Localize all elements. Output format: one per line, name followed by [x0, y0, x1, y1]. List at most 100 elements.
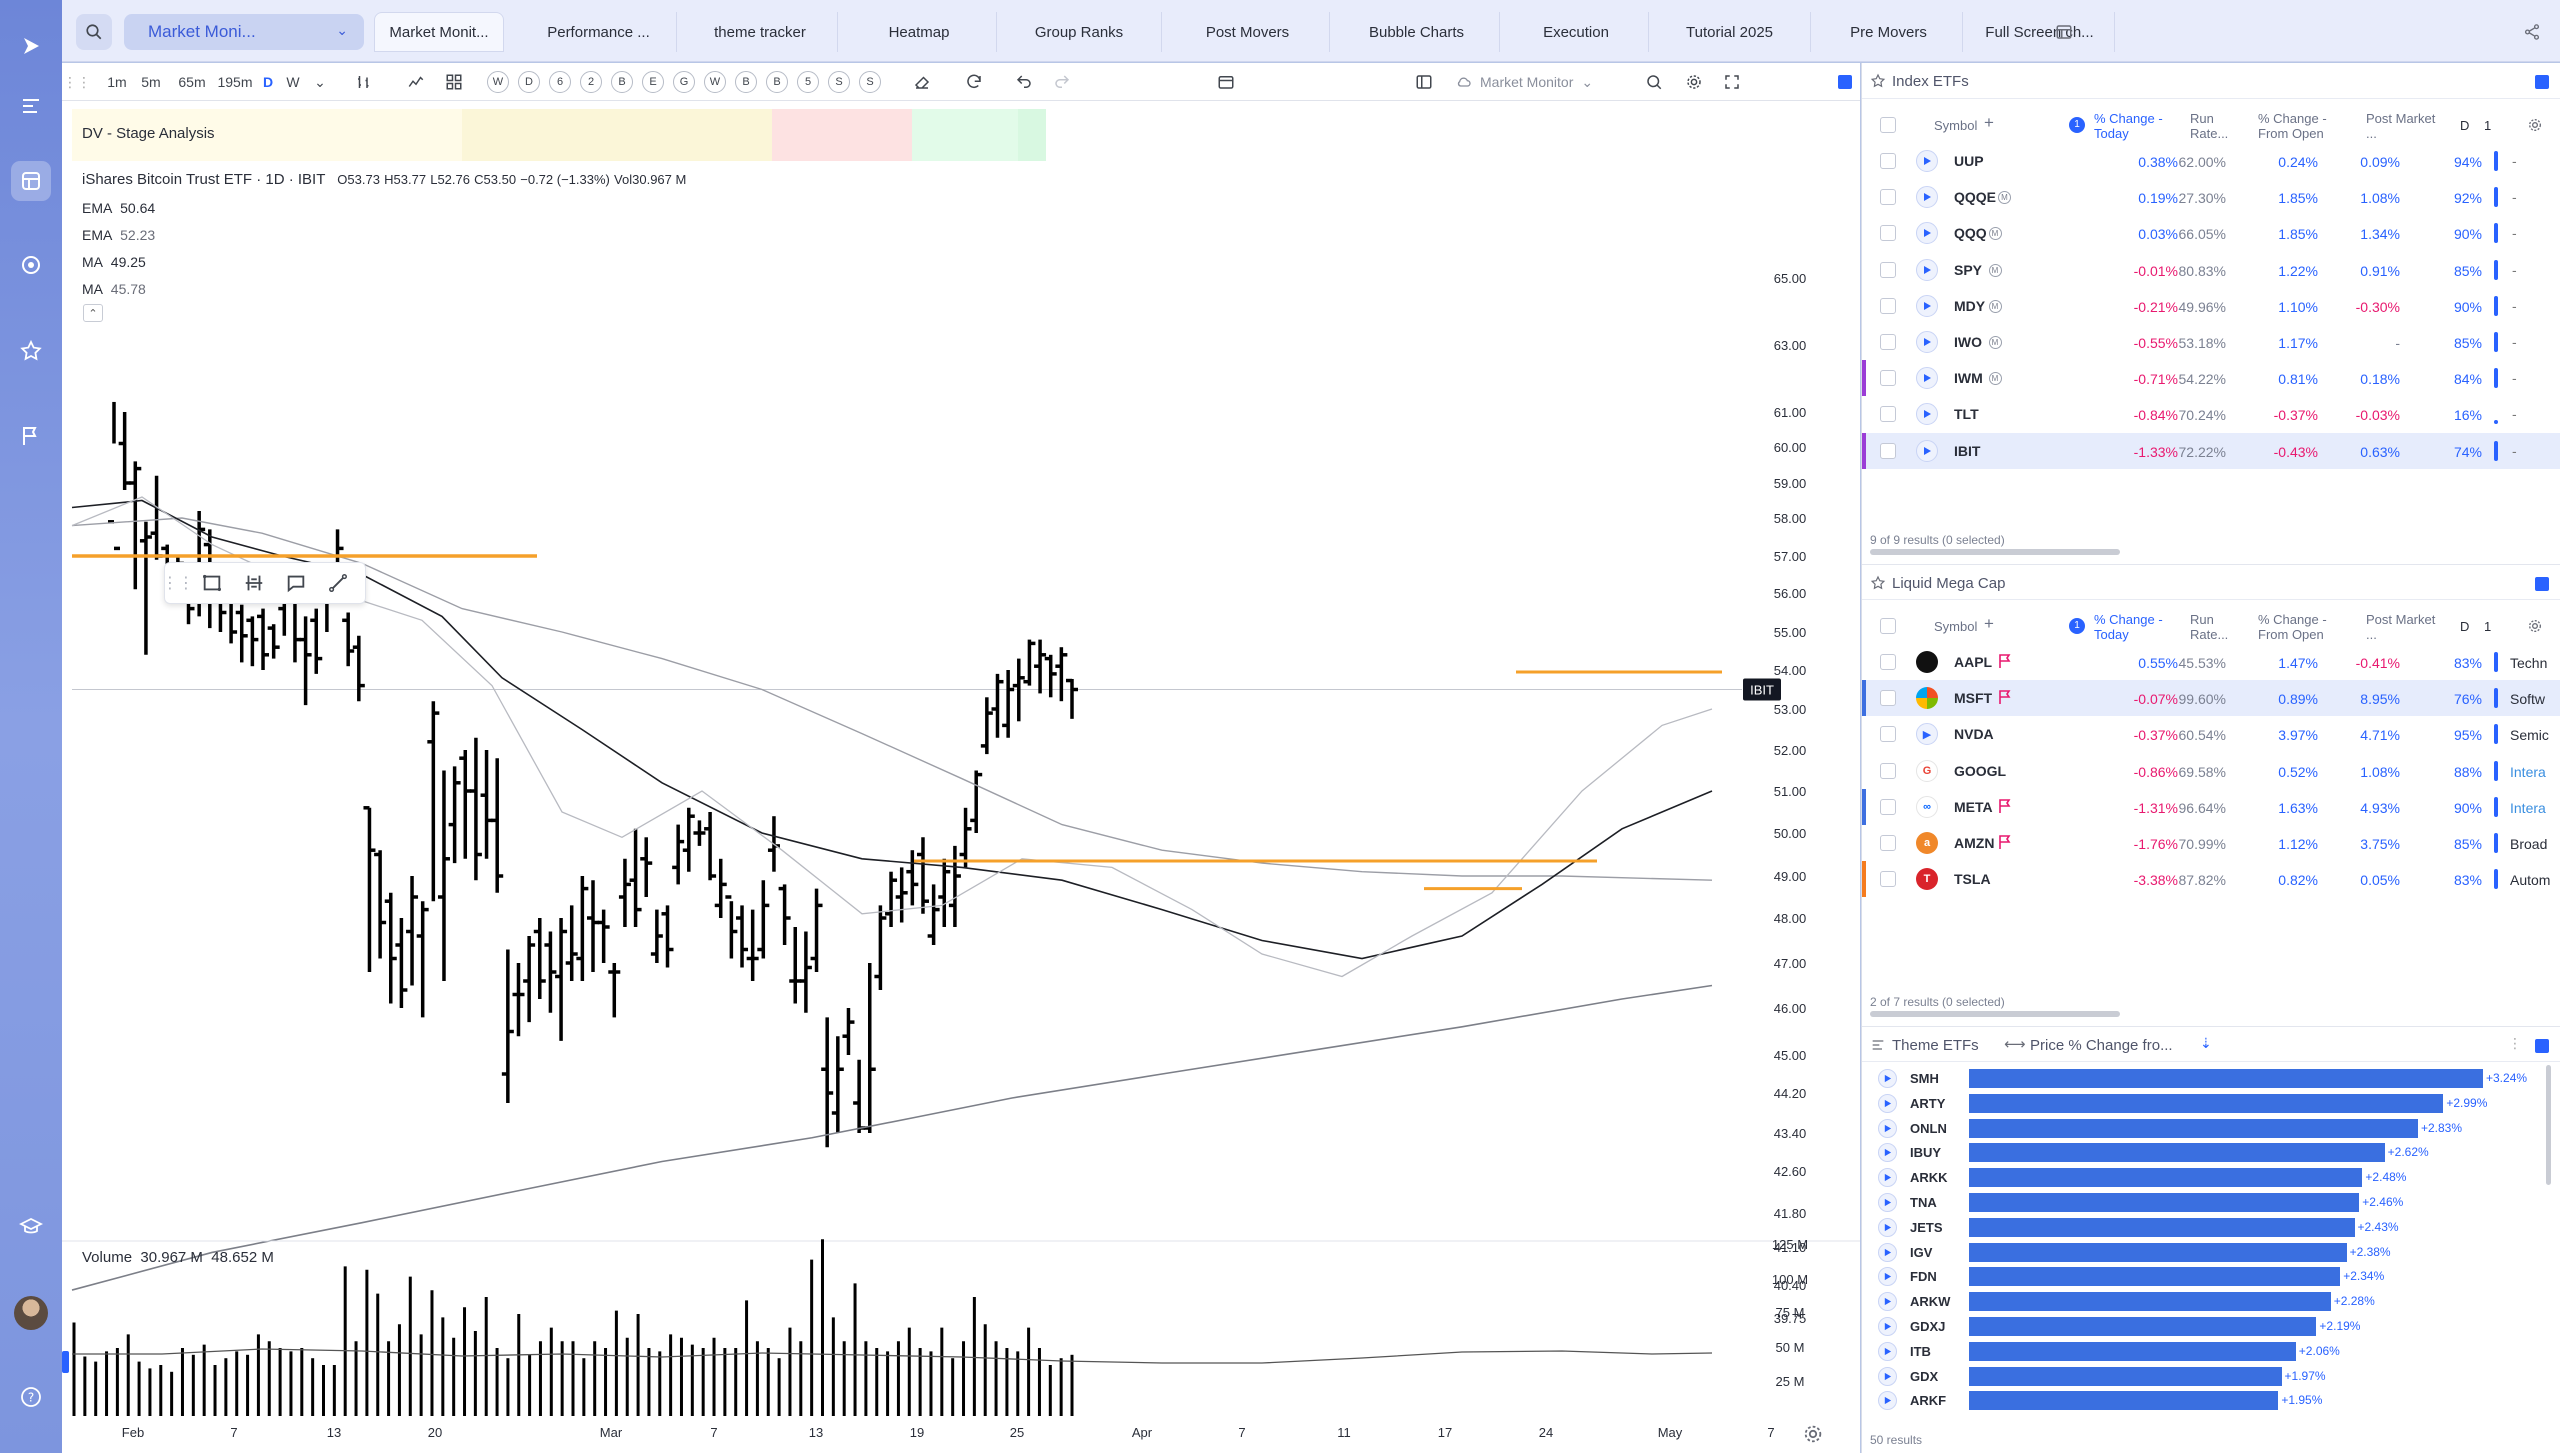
symbol-cell[interactable]: META	[1954, 798, 1993, 815]
symbol-cell[interactable]: QQQE	[1954, 189, 1997, 206]
add-tab-icon[interactable]	[2050, 18, 2078, 46]
table-row[interactable]: IWO M -0.55% 53.18% 1.17% - 85% -	[1862, 324, 2560, 360]
table-row[interactable]: IBIT -1.33% 72.22% -0.43% 0.63% 74% -	[1862, 432, 2560, 469]
trendline-tool-icon[interactable]	[325, 570, 351, 596]
symbol-cell[interactable]: IBUY	[1910, 1145, 1942, 1161]
symbol-cell[interactable]: FDN	[1910, 1269, 1937, 1285]
preset-button[interactable]: 6	[549, 71, 571, 93]
undo-icon[interactable]	[1012, 70, 1036, 94]
link-color-button[interactable]	[2535, 1039, 2549, 1053]
add-symbol-icon[interactable]: +	[1984, 614, 1994, 633]
column-header[interactable]: 1	[2484, 118, 2492, 133]
list-item[interactable]: ARKK +2.48%	[1862, 1165, 2560, 1190]
symbol-cell[interactable]: JETS	[1910, 1219, 1943, 1235]
play-icon[interactable]	[1878, 1217, 1897, 1237]
tab-10[interactable]: Full Screen ch...	[1965, 12, 2115, 52]
tab-2[interactable]: theme tracker	[683, 12, 838, 52]
indicator-legend-3[interactable]: MA 49.25	[82, 254, 146, 270]
row-checkbox[interactable]	[1880, 726, 1896, 743]
row-checkbox[interactable]	[1880, 762, 1896, 779]
row-checkbox[interactable]	[1880, 370, 1896, 387]
row-checkbox[interactable]	[1880, 406, 1896, 423]
sort-field-label[interactable]: Price % Change fro...	[2030, 1037, 2173, 1054]
row-checkbox[interactable]	[1880, 871, 1896, 888]
symbol-cell[interactable]: IWO	[1954, 334, 1982, 350]
symbol-cell[interactable]: UUP	[1954, 153, 1984, 169]
position-tool-icon[interactable]	[241, 570, 267, 596]
list-item[interactable]: ONLN +2.83%	[1862, 1116, 2560, 1141]
drag-handle-icon[interactable]: ⋮⋮	[162, 575, 194, 592]
column-header[interactable]: 1	[2484, 619, 2492, 634]
table-row[interactable]: QQQ M 0.03% 66.05% 1.85% 1.34% 90% -	[1862, 215, 2560, 251]
indicator-legend-1[interactable]: EMA 50.64	[82, 200, 155, 216]
row-checkbox[interactable]	[1880, 798, 1896, 815]
share-icon[interactable]	[2518, 18, 2546, 46]
collapse-legend-button[interactable]: ⌃	[83, 304, 103, 322]
layout-select[interactable]: Market Monitor ⌄	[1456, 70, 1626, 94]
eraser-icon[interactable]	[910, 70, 934, 94]
play-icon[interactable]	[1916, 258, 1938, 281]
row-checkbox[interactable]	[1880, 690, 1896, 707]
symbol-cell[interactable]: IWM	[1954, 370, 1983, 387]
column-header[interactable]: % Change - From Open	[2258, 111, 2327, 141]
play-icon[interactable]	[1878, 1267, 1897, 1287]
play-icon[interactable]	[1878, 1242, 1897, 1262]
rectangle-tool-icon[interactable]	[199, 570, 225, 596]
help-icon[interactable]: ?	[11, 1377, 51, 1417]
table-row[interactable]: AAPL 0.55% 45.53% 1.47% -0.41% 83% Techn	[1862, 644, 2560, 680]
column-header[interactable]: D	[2460, 118, 2470, 133]
play-icon[interactable]	[1878, 1193, 1897, 1212]
link-color-button[interactable]	[1838, 75, 1852, 89]
fullscreen-icon[interactable]	[1720, 70, 1744, 94]
play-icon[interactable]	[1878, 1391, 1897, 1411]
table-row[interactable]: QQQE M 0.19% 27.30% 1.85% 1.08% 92% -	[1862, 179, 2560, 215]
list-item[interactable]: ARKW +2.28%	[1862, 1289, 2560, 1314]
flag-icon[interactable]	[1998, 834, 2012, 850]
list-item[interactable]: IGV +2.38%	[1862, 1240, 2560, 1265]
gear-icon[interactable]	[2527, 618, 2543, 634]
symbol-cell[interactable]: ITB	[1910, 1343, 1931, 1359]
table-row[interactable]: TLT -0.84% 70.24% -0.37% -0.03% 16% -	[1862, 396, 2560, 432]
symbol-cell[interactable]: ARKK	[1910, 1170, 1948, 1186]
layout-select[interactable]: Market Moni... ⌄	[124, 14, 364, 50]
symbol-cell[interactable]: AMZN	[1954, 835, 1995, 851]
table-row[interactable]: SPY M -0.01% 80.83% 1.22% 0.91% 85% -	[1862, 252, 2560, 288]
table-row[interactable]: G GOOGL -0.86% 69.58% 0.52% 1.08% 88% Intera	[1862, 753, 2560, 789]
select-all-checkbox[interactable]	[1880, 618, 1896, 634]
play-icon[interactable]	[1916, 222, 1938, 245]
interval-button[interactable]: 65m	[178, 74, 206, 90]
education-icon[interactable]	[11, 1207, 51, 1247]
add-symbol-icon[interactable]: +	[1984, 113, 1994, 132]
horizontal-scrollbar[interactable]	[1870, 1011, 2120, 1017]
search-button[interactable]	[76, 14, 112, 50]
refresh-icon[interactable]	[962, 70, 986, 94]
indicators-icon[interactable]	[404, 70, 428, 94]
list-item[interactable]: IBUY +2.62%	[1862, 1140, 2560, 1165]
symbol-cell[interactable]: IGV	[1910, 1244, 1933, 1260]
column-header[interactable]: Post Market ...	[2366, 612, 2436, 642]
gear-icon[interactable]	[1802, 1423, 1824, 1445]
list-item[interactable]: GDX +1.97%	[1862, 1364, 2560, 1389]
table-row[interactable]: MDY M -0.21% 49.96% 1.10% -0.30% 90% -	[1862, 288, 2560, 324]
interval-button[interactable]: W	[286, 74, 300, 90]
preset-button[interactable]: D	[518, 71, 540, 93]
list-item[interactable]: JETS +2.43%	[1862, 1215, 2560, 1240]
tab-6[interactable]: Bubble Charts	[1334, 12, 1500, 52]
play-icon[interactable]	[1878, 1366, 1897, 1386]
table-row[interactable]: a AMZN -1.76% 70.99% 1.12% 3.75% 85% Broad	[1862, 825, 2560, 861]
symbol-cell[interactable]: TSLA	[1954, 871, 1991, 888]
indicator-legend-2[interactable]: EMA 52.23	[82, 227, 155, 243]
row-checkbox[interactable]	[1880, 261, 1896, 278]
play-icon[interactable]	[1916, 367, 1938, 390]
preset-button[interactable]: B	[611, 71, 633, 93]
preset-button[interactable]: W	[487, 71, 509, 93]
column-header[interactable]: D	[2460, 619, 2470, 634]
preset-button[interactable]: E	[642, 71, 664, 93]
play-icon[interactable]	[1878, 1292, 1897, 1312]
tab-8[interactable]: Tutorial 2025	[1649, 12, 1811, 52]
logo-icon[interactable]	[11, 26, 51, 66]
row-checkbox[interactable]	[1880, 654, 1896, 670]
tab-9[interactable]: Pre Movers	[1815, 12, 1963, 52]
drag-handle-icon[interactable]: ⋮⋮	[63, 73, 91, 90]
preset-button[interactable]: G	[673, 71, 695, 93]
